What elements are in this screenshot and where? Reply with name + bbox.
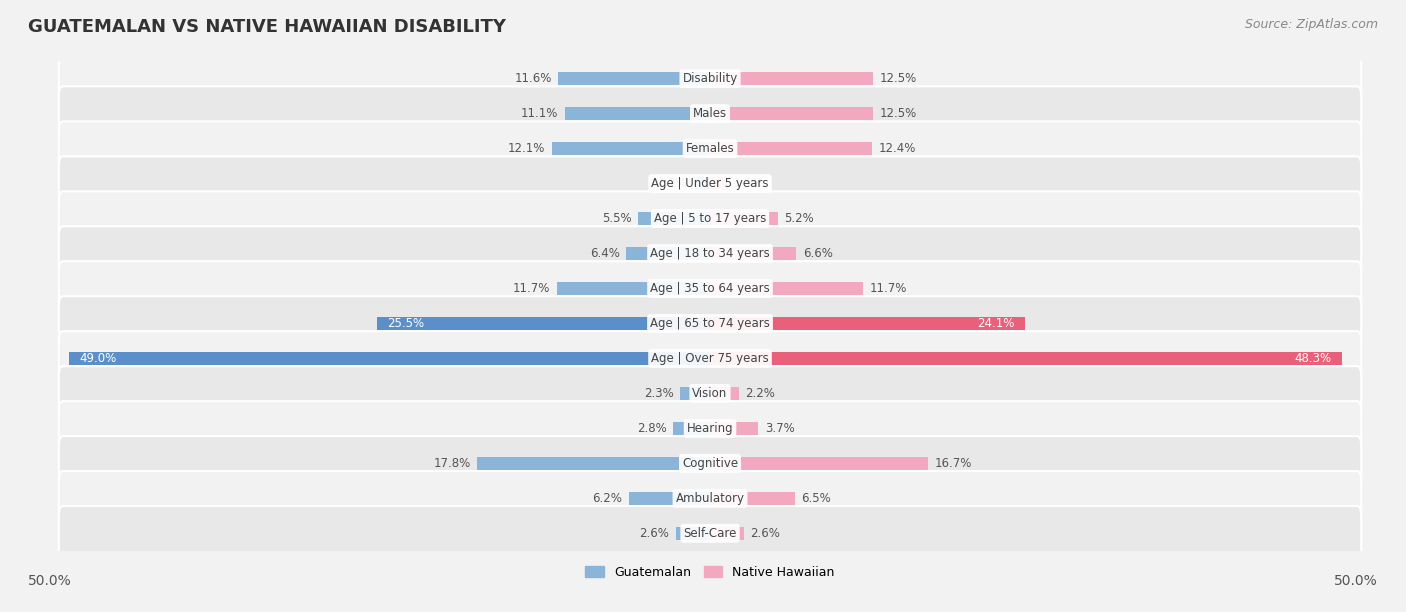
- Text: 24.1%: 24.1%: [977, 317, 1015, 330]
- Legend: Guatemalan, Native Hawaiian: Guatemalan, Native Hawaiian: [581, 561, 839, 584]
- FancyBboxPatch shape: [59, 156, 1361, 211]
- Text: Age | Under 5 years: Age | Under 5 years: [651, 177, 769, 190]
- Text: Males: Males: [693, 107, 727, 120]
- Bar: [710, 72, 873, 85]
- Text: 12.5%: 12.5%: [880, 107, 917, 120]
- Text: Self-Care: Self-Care: [683, 527, 737, 540]
- Text: Vision: Vision: [692, 387, 728, 400]
- Bar: [565, 107, 710, 121]
- Text: 12.5%: 12.5%: [880, 72, 917, 85]
- Bar: [710, 142, 872, 155]
- FancyBboxPatch shape: [59, 366, 1361, 420]
- Text: 11.6%: 11.6%: [515, 72, 551, 85]
- Bar: [681, 387, 710, 400]
- Bar: [628, 491, 710, 505]
- FancyBboxPatch shape: [59, 296, 1361, 351]
- Text: 6.5%: 6.5%: [801, 492, 831, 505]
- Bar: [710, 107, 873, 121]
- FancyBboxPatch shape: [59, 51, 1361, 106]
- Text: 6.4%: 6.4%: [591, 247, 620, 260]
- Text: 11.7%: 11.7%: [869, 282, 907, 295]
- Text: Age | Over 75 years: Age | Over 75 years: [651, 352, 769, 365]
- FancyBboxPatch shape: [59, 261, 1361, 316]
- Text: 50.0%: 50.0%: [28, 573, 72, 588]
- Text: Ambulatory: Ambulatory: [675, 492, 745, 505]
- FancyBboxPatch shape: [59, 121, 1361, 176]
- Bar: [710, 422, 758, 435]
- Text: 25.5%: 25.5%: [387, 317, 425, 330]
- Text: 1.3%: 1.3%: [734, 177, 763, 190]
- Text: Females: Females: [686, 142, 734, 155]
- FancyBboxPatch shape: [59, 226, 1361, 281]
- Text: 49.0%: 49.0%: [80, 352, 117, 365]
- FancyBboxPatch shape: [59, 192, 1361, 246]
- Text: Source: ZipAtlas.com: Source: ZipAtlas.com: [1244, 18, 1378, 31]
- Text: 2.6%: 2.6%: [751, 527, 780, 540]
- Text: 50.0%: 50.0%: [1334, 573, 1378, 588]
- Text: 16.7%: 16.7%: [935, 457, 973, 470]
- Text: Age | 35 to 64 years: Age | 35 to 64 years: [650, 282, 770, 295]
- Bar: [626, 247, 710, 260]
- Bar: [710, 282, 863, 295]
- Text: 11.7%: 11.7%: [513, 282, 551, 295]
- FancyBboxPatch shape: [59, 506, 1361, 561]
- Bar: [477, 457, 710, 470]
- Bar: [710, 177, 727, 190]
- Text: 1.2%: 1.2%: [658, 177, 688, 190]
- Text: 2.3%: 2.3%: [644, 387, 673, 400]
- Bar: [638, 212, 710, 225]
- FancyBboxPatch shape: [59, 86, 1361, 141]
- Bar: [710, 491, 794, 505]
- Text: 6.6%: 6.6%: [803, 247, 832, 260]
- Text: 11.1%: 11.1%: [522, 107, 558, 120]
- Text: 2.2%: 2.2%: [745, 387, 775, 400]
- Bar: [710, 387, 738, 400]
- Bar: [557, 282, 710, 295]
- Text: GUATEMALAN VS NATIVE HAWAIIAN DISABILITY: GUATEMALAN VS NATIVE HAWAIIAN DISABILITY: [28, 18, 506, 36]
- Text: 3.7%: 3.7%: [765, 422, 794, 435]
- Text: 12.4%: 12.4%: [879, 142, 917, 155]
- Text: Cognitive: Cognitive: [682, 457, 738, 470]
- FancyBboxPatch shape: [59, 331, 1361, 386]
- Text: 48.3%: 48.3%: [1294, 352, 1331, 365]
- Bar: [377, 317, 710, 330]
- Text: 2.8%: 2.8%: [637, 422, 666, 435]
- Bar: [551, 142, 710, 155]
- Text: Age | 65 to 74 years: Age | 65 to 74 years: [650, 317, 770, 330]
- FancyBboxPatch shape: [59, 401, 1361, 456]
- Text: Hearing: Hearing: [686, 422, 734, 435]
- Bar: [69, 352, 710, 365]
- Bar: [710, 212, 778, 225]
- Bar: [710, 457, 928, 470]
- Bar: [710, 247, 796, 260]
- Bar: [710, 527, 744, 540]
- Text: 17.8%: 17.8%: [433, 457, 471, 470]
- Text: 2.6%: 2.6%: [640, 527, 669, 540]
- Bar: [710, 352, 1341, 365]
- Text: 5.5%: 5.5%: [602, 212, 631, 225]
- Text: Age | 18 to 34 years: Age | 18 to 34 years: [650, 247, 770, 260]
- Text: 12.1%: 12.1%: [508, 142, 546, 155]
- Text: 5.2%: 5.2%: [785, 212, 814, 225]
- Bar: [673, 422, 710, 435]
- FancyBboxPatch shape: [59, 471, 1361, 526]
- Bar: [558, 72, 710, 85]
- Text: Disability: Disability: [682, 72, 738, 85]
- Bar: [695, 177, 710, 190]
- FancyBboxPatch shape: [59, 436, 1361, 491]
- Text: Age | 5 to 17 years: Age | 5 to 17 years: [654, 212, 766, 225]
- Bar: [676, 527, 710, 540]
- Text: 6.2%: 6.2%: [592, 492, 623, 505]
- Bar: [710, 317, 1025, 330]
